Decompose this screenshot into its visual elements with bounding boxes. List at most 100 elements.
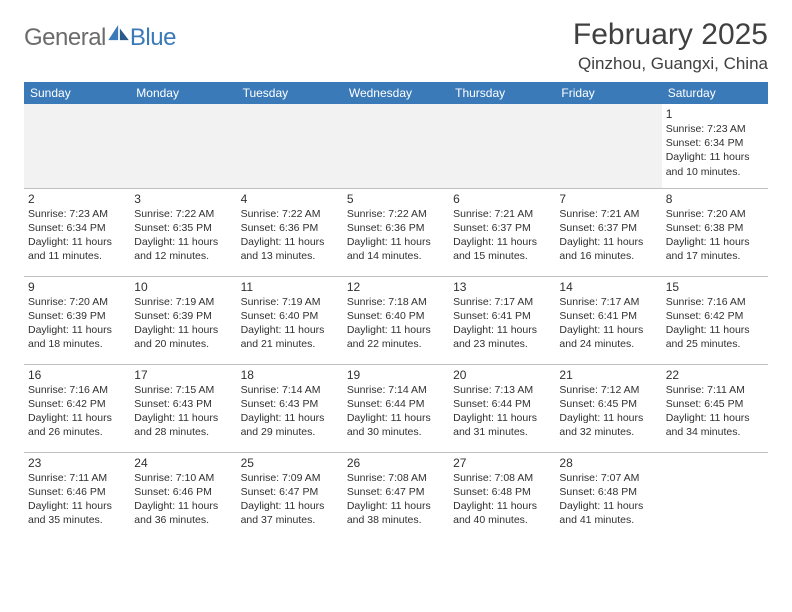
calendar-cell: 17Sunrise: 7:15 AMSunset: 6:43 PMDayligh… — [130, 364, 236, 452]
calendar-cell: 25Sunrise: 7:09 AMSunset: 6:47 PMDayligh… — [237, 452, 343, 540]
day-number: 9 — [28, 280, 126, 294]
day-number: 27 — [453, 456, 551, 470]
header: General Blue February 2025 Qinzhou, Guan… — [24, 18, 768, 74]
day-number: 19 — [347, 368, 445, 382]
sail-icon — [108, 25, 130, 41]
day-number: 26 — [347, 456, 445, 470]
col-monday: Monday — [130, 82, 236, 104]
calendar-cell — [449, 104, 555, 188]
calendar-cell: 10Sunrise: 7:19 AMSunset: 6:39 PMDayligh… — [130, 276, 236, 364]
calendar-cell: 4Sunrise: 7:22 AMSunset: 6:36 PMDaylight… — [237, 188, 343, 276]
day-info: Sunrise: 7:22 AMSunset: 6:36 PMDaylight:… — [347, 207, 445, 264]
calendar-cell — [237, 104, 343, 188]
day-number: 4 — [241, 192, 339, 206]
day-info: Sunrise: 7:11 AMSunset: 6:46 PMDaylight:… — [28, 471, 126, 528]
day-number: 11 — [241, 280, 339, 294]
day-info: Sunrise: 7:16 AMSunset: 6:42 PMDaylight:… — [28, 383, 126, 440]
calendar-row: 2Sunrise: 7:23 AMSunset: 6:34 PMDaylight… — [24, 188, 768, 276]
calendar-cell: 21Sunrise: 7:12 AMSunset: 6:45 PMDayligh… — [555, 364, 661, 452]
calendar-cell: 11Sunrise: 7:19 AMSunset: 6:40 PMDayligh… — [237, 276, 343, 364]
day-number: 21 — [559, 368, 657, 382]
day-number: 25 — [241, 456, 339, 470]
day-number: 3 — [134, 192, 232, 206]
col-wednesday: Wednesday — [343, 82, 449, 104]
day-info: Sunrise: 7:18 AMSunset: 6:40 PMDaylight:… — [347, 295, 445, 352]
calendar-table: Sunday Monday Tuesday Wednesday Thursday… — [24, 82, 768, 540]
day-number: 2 — [28, 192, 126, 206]
day-number: 13 — [453, 280, 551, 294]
day-info: Sunrise: 7:21 AMSunset: 6:37 PMDaylight:… — [453, 207, 551, 264]
day-info: Sunrise: 7:15 AMSunset: 6:43 PMDaylight:… — [134, 383, 232, 440]
day-info: Sunrise: 7:11 AMSunset: 6:45 PMDaylight:… — [666, 383, 764, 440]
calendar-cell: 5Sunrise: 7:22 AMSunset: 6:36 PMDaylight… — [343, 188, 449, 276]
calendar-cell: 14Sunrise: 7:17 AMSunset: 6:41 PMDayligh… — [555, 276, 661, 364]
day-info: Sunrise: 7:22 AMSunset: 6:35 PMDaylight:… — [134, 207, 232, 264]
calendar-cell: 20Sunrise: 7:13 AMSunset: 6:44 PMDayligh… — [449, 364, 555, 452]
day-number: 12 — [347, 280, 445, 294]
day-info: Sunrise: 7:14 AMSunset: 6:43 PMDaylight:… — [241, 383, 339, 440]
calendar-cell: 9Sunrise: 7:20 AMSunset: 6:39 PMDaylight… — [24, 276, 130, 364]
brand-logo: General Blue — [24, 24, 176, 52]
calendar-cell: 12Sunrise: 7:18 AMSunset: 6:40 PMDayligh… — [343, 276, 449, 364]
day-number: 20 — [453, 368, 551, 382]
day-number: 1 — [666, 107, 764, 121]
calendar-cell: 15Sunrise: 7:16 AMSunset: 6:42 PMDayligh… — [662, 276, 768, 364]
day-number: 6 — [453, 192, 551, 206]
calendar-cell — [555, 104, 661, 188]
title-block: February 2025 Qinzhou, Guangxi, China — [573, 18, 768, 74]
day-info: Sunrise: 7:17 AMSunset: 6:41 PMDaylight:… — [453, 295, 551, 352]
day-number: 24 — [134, 456, 232, 470]
day-info: Sunrise: 7:23 AMSunset: 6:34 PMDaylight:… — [28, 207, 126, 264]
day-info: Sunrise: 7:08 AMSunset: 6:48 PMDaylight:… — [453, 471, 551, 528]
calendar-cell: 28Sunrise: 7:07 AMSunset: 6:48 PMDayligh… — [555, 452, 661, 540]
day-number: 23 — [28, 456, 126, 470]
day-info: Sunrise: 7:12 AMSunset: 6:45 PMDaylight:… — [559, 383, 657, 440]
day-info: Sunrise: 7:19 AMSunset: 6:39 PMDaylight:… — [134, 295, 232, 352]
day-number: 22 — [666, 368, 764, 382]
calendar-cell: 27Sunrise: 7:08 AMSunset: 6:48 PMDayligh… — [449, 452, 555, 540]
calendar-cell: 18Sunrise: 7:14 AMSunset: 6:43 PMDayligh… — [237, 364, 343, 452]
calendar-row: 23Sunrise: 7:11 AMSunset: 6:46 PMDayligh… — [24, 452, 768, 540]
day-info: Sunrise: 7:13 AMSunset: 6:44 PMDaylight:… — [453, 383, 551, 440]
col-thursday: Thursday — [449, 82, 555, 104]
calendar-cell: 6Sunrise: 7:21 AMSunset: 6:37 PMDaylight… — [449, 188, 555, 276]
col-tuesday: Tuesday — [237, 82, 343, 104]
day-number: 28 — [559, 456, 657, 470]
day-info: Sunrise: 7:17 AMSunset: 6:41 PMDaylight:… — [559, 295, 657, 352]
day-info: Sunrise: 7:16 AMSunset: 6:42 PMDaylight:… — [666, 295, 764, 352]
calendar-cell: 22Sunrise: 7:11 AMSunset: 6:45 PMDayligh… — [662, 364, 768, 452]
calendar-cell: 3Sunrise: 7:22 AMSunset: 6:35 PMDaylight… — [130, 188, 236, 276]
day-number: 5 — [347, 192, 445, 206]
calendar-cell: 2Sunrise: 7:23 AMSunset: 6:34 PMDaylight… — [24, 188, 130, 276]
day-info: Sunrise: 7:22 AMSunset: 6:36 PMDaylight:… — [241, 207, 339, 264]
calendar-cell — [130, 104, 236, 188]
calendar-row: 1Sunrise: 7:23 AMSunset: 6:34 PMDaylight… — [24, 104, 768, 188]
col-sunday: Sunday — [24, 82, 130, 104]
calendar-page: General Blue February 2025 Qinzhou, Guan… — [0, 0, 792, 540]
day-info: Sunrise: 7:14 AMSunset: 6:44 PMDaylight:… — [347, 383, 445, 440]
brand-text-gray: General — [24, 24, 106, 52]
day-number: 10 — [134, 280, 232, 294]
day-info: Sunrise: 7:09 AMSunset: 6:47 PMDaylight:… — [241, 471, 339, 528]
day-info: Sunrise: 7:19 AMSunset: 6:40 PMDaylight:… — [241, 295, 339, 352]
day-number: 17 — [134, 368, 232, 382]
calendar-cell: 19Sunrise: 7:14 AMSunset: 6:44 PMDayligh… — [343, 364, 449, 452]
day-header-row: Sunday Monday Tuesday Wednesday Thursday… — [24, 82, 768, 104]
day-number: 16 — [28, 368, 126, 382]
calendar-cell — [24, 104, 130, 188]
calendar-cell: 7Sunrise: 7:21 AMSunset: 6:37 PMDaylight… — [555, 188, 661, 276]
day-info: Sunrise: 7:21 AMSunset: 6:37 PMDaylight:… — [559, 207, 657, 264]
day-info: Sunrise: 7:20 AMSunset: 6:39 PMDaylight:… — [28, 295, 126, 352]
day-info: Sunrise: 7:10 AMSunset: 6:46 PMDaylight:… — [134, 471, 232, 528]
day-number: 15 — [666, 280, 764, 294]
day-info: Sunrise: 7:07 AMSunset: 6:48 PMDaylight:… — [559, 471, 657, 528]
calendar-cell: 24Sunrise: 7:10 AMSunset: 6:46 PMDayligh… — [130, 452, 236, 540]
calendar-cell — [662, 452, 768, 540]
day-number: 7 — [559, 192, 657, 206]
calendar-cell — [343, 104, 449, 188]
day-number: 8 — [666, 192, 764, 206]
day-info: Sunrise: 7:08 AMSunset: 6:47 PMDaylight:… — [347, 471, 445, 528]
calendar-cell: 1Sunrise: 7:23 AMSunset: 6:34 PMDaylight… — [662, 104, 768, 188]
day-number: 18 — [241, 368, 339, 382]
calendar-row: 9Sunrise: 7:20 AMSunset: 6:39 PMDaylight… — [24, 276, 768, 364]
